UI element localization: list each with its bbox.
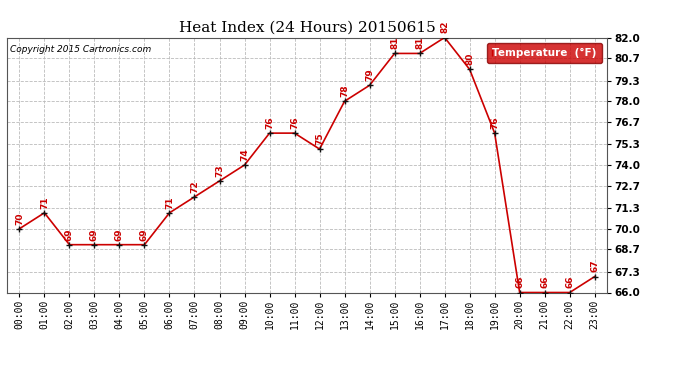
Text: 76: 76 <box>290 116 299 129</box>
Text: 69: 69 <box>140 228 149 240</box>
Text: 72: 72 <box>190 180 199 193</box>
Title: Heat Index (24 Hours) 20150615: Heat Index (24 Hours) 20150615 <box>179 21 435 35</box>
Text: 69: 69 <box>115 228 124 240</box>
Text: 69: 69 <box>90 228 99 240</box>
Legend: Temperature  (°F): Temperature (°F) <box>487 43 602 63</box>
Text: 66: 66 <box>515 276 524 288</box>
Text: 81: 81 <box>415 37 424 49</box>
Text: 71: 71 <box>165 196 174 208</box>
Text: 66: 66 <box>540 276 549 288</box>
Text: 69: 69 <box>65 228 74 240</box>
Text: 81: 81 <box>390 37 399 49</box>
Text: 71: 71 <box>40 196 49 208</box>
Text: Copyright 2015 Cartronics.com: Copyright 2015 Cartronics.com <box>10 45 151 54</box>
Text: 76: 76 <box>265 116 274 129</box>
Text: 73: 73 <box>215 164 224 177</box>
Text: 66: 66 <box>565 276 574 288</box>
Text: 79: 79 <box>365 68 374 81</box>
Text: 80: 80 <box>465 53 474 65</box>
Text: 75: 75 <box>315 132 324 145</box>
Text: 78: 78 <box>340 84 349 97</box>
Text: 70: 70 <box>15 212 24 225</box>
Text: 74: 74 <box>240 148 249 161</box>
Text: 82: 82 <box>440 21 449 33</box>
Text: 76: 76 <box>490 116 499 129</box>
Text: 67: 67 <box>590 260 599 272</box>
